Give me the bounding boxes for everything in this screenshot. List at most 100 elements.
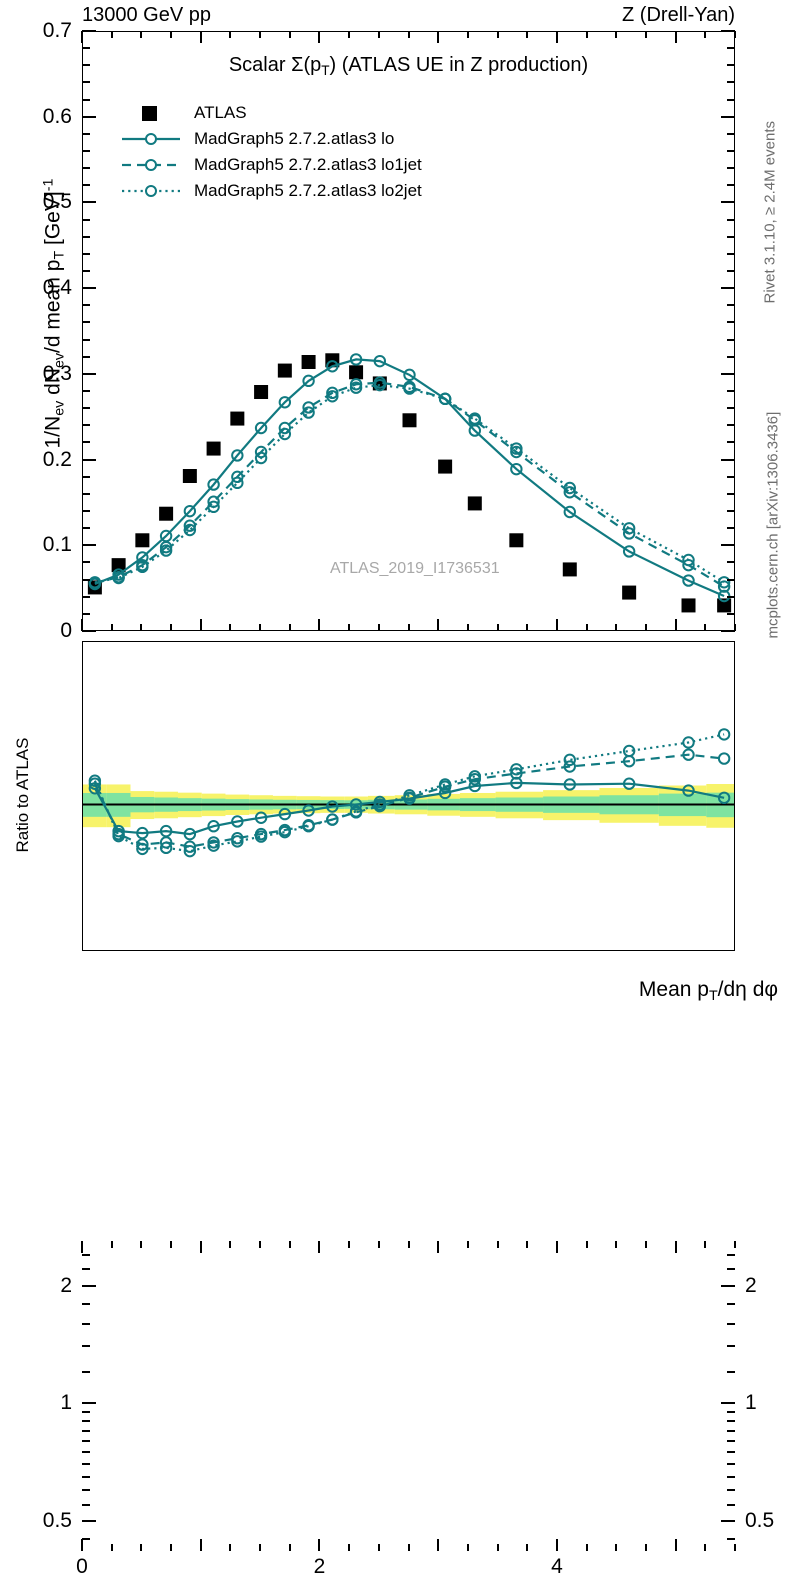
axis-tick: [727, 1411, 735, 1414]
mc-marker: [278, 427, 292, 441]
axis-tick: [229, 1241, 232, 1248]
axis-tick: [727, 1302, 735, 1305]
data-point-atlas: [182, 469, 197, 483]
axis-tick: [229, 1544, 232, 1551]
data-point-atlas: [254, 385, 269, 399]
data-point-atlas: [206, 441, 221, 456]
ratio-marker: [183, 844, 197, 858]
axis-tick: [727, 1504, 735, 1507]
axis-tick: [727, 1284, 735, 1287]
header-process-info: Z (Drell-Yan): [622, 4, 735, 26]
data-point-atlas: [438, 459, 453, 474]
ratio-marker: [682, 784, 695, 797]
axis-tick: [407, 1544, 410, 1551]
y-tick-label-ratio: 1: [60, 1391, 72, 1415]
ratio-plot-panel: [82, 641, 735, 951]
axis-tick: [82, 1345, 90, 1348]
axis-tick: [437, 1241, 440, 1253]
data-point-atlas: [159, 506, 174, 521]
axis-tick: [721, 1520, 735, 1523]
axis-tick: [318, 1241, 321, 1253]
axis-tick: [82, 1475, 90, 1478]
mc-marker: [403, 368, 416, 382]
ratio-marker: [438, 778, 452, 791]
axis-tick: [82, 1402, 90, 1405]
main-plot-panel: [82, 31, 735, 631]
mc-marker: [231, 449, 244, 462]
mc-marker: [88, 576, 102, 589]
ratio-marker: [231, 835, 244, 848]
axis-tick: [727, 1463, 735, 1466]
mc-marker: [349, 353, 363, 366]
ratio-marker: [622, 777, 636, 790]
axis-tick: [82, 1268, 90, 1271]
axis-tick: [82, 1302, 90, 1305]
mc-marker: [278, 396, 292, 409]
axis-tick: [727, 1322, 735, 1325]
y-axis-label-ratio: Ratio to ATLAS: [13, 737, 32, 853]
legend-item[interactable]: MadGraph5 2.7.2.atlas3 lo: [120, 126, 422, 152]
axis-tick: [721, 1284, 735, 1287]
axis-tick: [82, 1440, 90, 1443]
mc-marker: [717, 576, 731, 589]
ratio-marker: [136, 826, 149, 840]
mc-marker: [373, 354, 387, 368]
mc-marker: [302, 374, 315, 388]
data-point-atlas: [509, 533, 524, 548]
legend-item[interactable]: MadGraph5 2.7.2.atlas3 lo1jet: [120, 152, 422, 178]
axis-tick: [555, 1241, 558, 1253]
ratio-marker: [136, 842, 149, 856]
axis-tick: [140, 1544, 143, 1551]
axis-tick: [734, 1544, 736, 1551]
axis-tick: [727, 1489, 735, 1492]
axis-tick: [615, 1544, 618, 1551]
mc-marker: [112, 571, 125, 585]
legend-item[interactable]: MadGraph5 2.7.2.atlas3 lo2jet: [120, 178, 422, 204]
legend-key-solid: [120, 129, 182, 149]
axis-tick: [110, 1241, 113, 1248]
ratio-marker: [88, 774, 102, 787]
mc-marker: [159, 544, 173, 557]
axis-tick: [727, 1538, 735, 1541]
axis-tick: [727, 1475, 735, 1478]
axis-tick: [82, 1489, 90, 1492]
axis-tick: [377, 1241, 380, 1248]
axis-tick: [82, 1463, 90, 1466]
mc-marker: [278, 421, 292, 435]
data-point-atlas: [301, 355, 316, 369]
data-point-atlas: [402, 413, 417, 428]
y-tick-label-ratio: 2: [60, 1273, 72, 1297]
axis-tick: [82, 1520, 90, 1523]
axis-tick: [727, 1345, 735, 1348]
x-axis-label: Mean pT/dη dφ: [638, 978, 778, 1004]
ratio-marker: [326, 813, 339, 826]
axis-tick: [727, 1402, 735, 1405]
axis-tick: [526, 1241, 529, 1248]
axis-tick: [82, 1420, 90, 1423]
axis-tick: [496, 1544, 499, 1551]
axis-tick: [82, 1504, 90, 1507]
legend-item[interactable]: ATLAS: [120, 100, 422, 126]
ratio-marker: [468, 770, 481, 783]
legend-line-icon: [122, 133, 180, 145]
mc-marker: [231, 470, 244, 484]
ratio-marker: [510, 763, 523, 776]
legend-line-icon: [122, 185, 180, 197]
mc-marker: [622, 522, 636, 535]
ratio-marker: [682, 736, 695, 749]
mc-marker: [302, 406, 315, 419]
axis-tick: [734, 1241, 736, 1248]
data-point-atlas: [135, 533, 150, 548]
data-point-atlas: [230, 411, 245, 426]
axis-tick: [82, 1402, 96, 1405]
axis-tick: [199, 1241, 202, 1253]
mc-marker: [349, 378, 363, 391]
axis-tick: [82, 1371, 90, 1374]
data-point-atlas: [622, 585, 637, 600]
axis-tick: [496, 1241, 499, 1248]
axis-tick: [466, 1544, 469, 1551]
axis-tick: [377, 1544, 380, 1551]
x-tick-label: 0: [76, 1555, 88, 1578]
ratio-marker: [563, 778, 576, 791]
mc-marker: [563, 486, 576, 499]
